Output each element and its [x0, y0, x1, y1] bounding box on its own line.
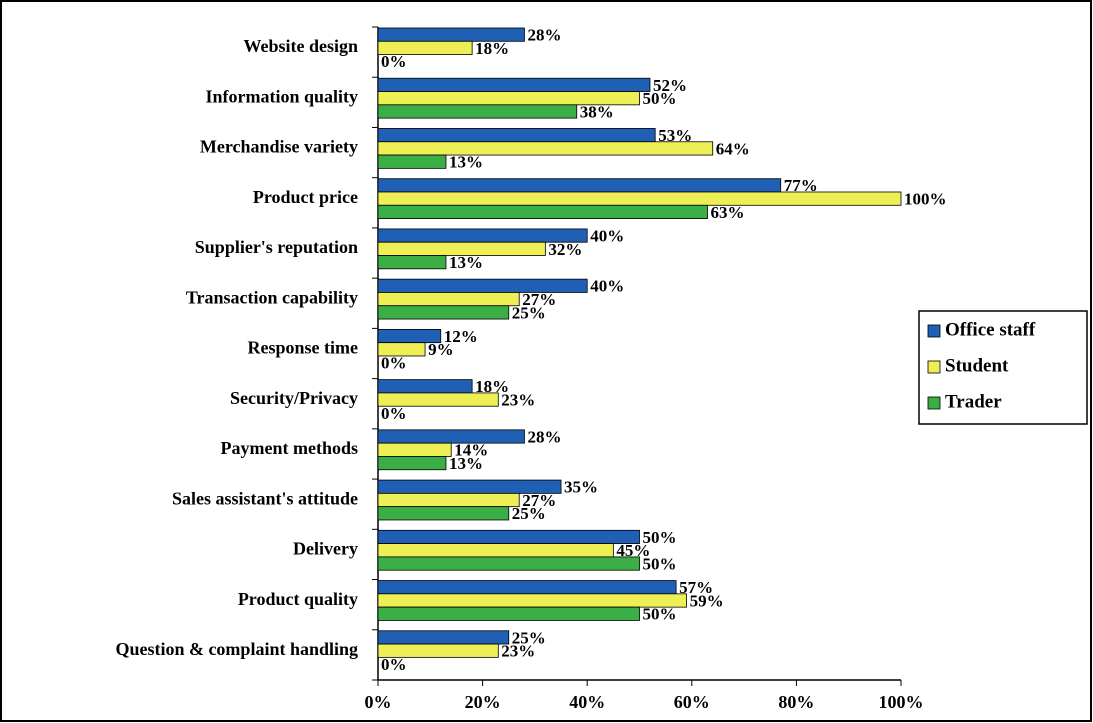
- data-label: 52%: [653, 76, 687, 95]
- data-label: 0%: [381, 404, 407, 423]
- data-label: 13%: [449, 253, 483, 272]
- data-label: 0%: [381, 52, 407, 71]
- data-label: 18%: [475, 377, 509, 396]
- data-label: 40%: [590, 226, 624, 245]
- bar: [377, 556, 640, 571]
- data-label: 0%: [381, 655, 407, 674]
- data-label: 14%: [454, 441, 488, 460]
- x-tick-label: 40%: [569, 692, 605, 712]
- bar: [377, 606, 640, 621]
- bar: [377, 580, 677, 595]
- bar: [377, 392, 499, 407]
- y-tick-label: Payment methods: [221, 438, 359, 458]
- x-tick-label: 100%: [879, 692, 924, 712]
- data-label: 50%: [643, 89, 677, 108]
- bar: [377, 492, 520, 508]
- bar: [377, 342, 426, 357]
- data-label: 9%: [428, 340, 454, 359]
- y-tick-label: Delivery: [293, 539, 358, 559]
- bar: [377, 104, 578, 119]
- bar: [377, 292, 520, 307]
- bar: [377, 128, 656, 143]
- bar: [377, 204, 708, 219]
- data-label: 27%: [522, 491, 556, 510]
- data-label: 18%: [475, 39, 509, 58]
- data-label: 40%: [590, 277, 624, 296]
- y-tick-label: Supplier's reputation: [195, 237, 358, 257]
- bar: [377, 593, 687, 608]
- bar: [377, 241, 546, 256]
- bar: [377, 178, 782, 193]
- data-label: 27%: [522, 290, 556, 309]
- bar: [377, 154, 447, 169]
- y-tick-label: Merchandise variety: [200, 137, 358, 157]
- legend-label: Student: [945, 355, 1009, 376]
- bar: [377, 630, 510, 645]
- y-tick-label: Response time: [248, 338, 359, 358]
- y-tick-label: Product quality: [238, 589, 358, 609]
- bar: [377, 429, 525, 444]
- data-label: 50%: [643, 554, 677, 573]
- bar: [377, 506, 510, 521]
- bar: [377, 305, 510, 320]
- data-label: 25%: [512, 628, 546, 647]
- data-label: 64%: [716, 139, 750, 158]
- x-tick-label: 20%: [465, 692, 501, 712]
- data-label: 63%: [710, 203, 744, 222]
- y-tick-label: Website design: [243, 36, 358, 56]
- bar: [377, 141, 714, 156]
- data-label: 0%: [381, 354, 407, 373]
- legend-swatch: [927, 360, 941, 374]
- bar: [377, 529, 640, 545]
- bar: [377, 442, 452, 457]
- bar: [377, 643, 499, 658]
- x-tick-label: 80%: [778, 692, 814, 712]
- data-label: 23%: [501, 390, 535, 409]
- data-label: 57%: [679, 578, 713, 597]
- data-label: 45%: [616, 541, 650, 560]
- bar: [377, 255, 447, 270]
- data-label: 77%: [784, 176, 818, 195]
- bar: [377, 543, 614, 558]
- x-tick-label: 60%: [674, 692, 710, 712]
- bar: [377, 40, 473, 55]
- y-tick-label: Question & complaint handling: [115, 639, 358, 659]
- y-tick-label: Information quality: [205, 86, 358, 106]
- data-label: 13%: [449, 454, 483, 473]
- data-label: 35%: [564, 478, 598, 497]
- y-tick-label: Transaction capability: [186, 287, 358, 307]
- bar: [377, 191, 902, 206]
- y-tick-label: Product price: [253, 187, 358, 207]
- bar: [377, 77, 651, 92]
- data-label: 12%: [444, 327, 478, 346]
- data-label: 13%: [449, 153, 483, 172]
- legend-box: [918, 310, 1088, 425]
- data-label: 50%: [643, 605, 677, 624]
- bar: [377, 456, 447, 471]
- data-label: 25%: [512, 504, 546, 523]
- data-label: 59%: [690, 591, 724, 610]
- data-label: 50%: [643, 528, 677, 547]
- data-label: 32%: [548, 240, 582, 259]
- data-label: 28%: [527, 26, 561, 45]
- data-label: 100%: [904, 190, 947, 209]
- legend-label: Trader: [945, 391, 1002, 412]
- y-tick-label: Security/Privacy: [230, 388, 358, 408]
- legend-swatch: [927, 324, 941, 338]
- x-tick-label: 0%: [365, 692, 392, 712]
- legend-label: Office staff: [945, 319, 1036, 340]
- data-label: 53%: [658, 126, 692, 145]
- data-label: 25%: [512, 303, 546, 322]
- bar: [377, 379, 473, 394]
- data-label: 28%: [527, 427, 561, 446]
- legend-swatch: [927, 396, 941, 410]
- data-label: 23%: [501, 642, 535, 661]
- y-tick-label: Sales assistant's attitude: [172, 488, 358, 508]
- data-label: 38%: [580, 102, 614, 121]
